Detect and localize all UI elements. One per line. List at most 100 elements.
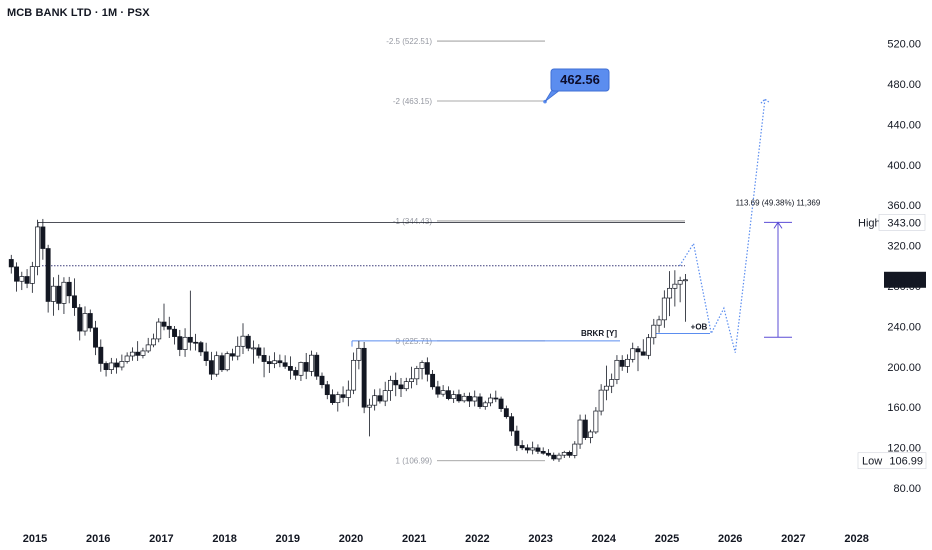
candle-body — [409, 378, 414, 382]
fibonacci-levels[interactable]: -2.5 (522.51)-2 (463.15)-1 (344.43)0 (22… — [386, 37, 685, 466]
x-tick-label: 2021 — [402, 533, 426, 545]
candle-body — [535, 447, 541, 452]
candle-body — [293, 370, 299, 376]
candle-body — [577, 419, 583, 445]
candle-body — [124, 355, 130, 362]
candle-body — [656, 319, 662, 326]
x-tick-label: 2019 — [276, 533, 300, 545]
candle-body — [456, 394, 462, 402]
x-tick-label: 2027 — [781, 533, 805, 545]
candle-body — [77, 307, 83, 332]
x-tick-label: 2024 — [592, 533, 617, 545]
x-tick-label: 2020 — [339, 533, 363, 545]
candle-body — [177, 336, 183, 350]
candle-body — [551, 454, 557, 460]
projection-path — [679, 99, 766, 353]
candle-body — [172, 328, 177, 337]
current-price-box — [884, 271, 926, 288]
candle-body — [19, 276, 25, 282]
candle-body — [561, 451, 567, 456]
candle-body — [340, 394, 346, 398]
candle-body — [103, 363, 109, 370]
x-axis[interactable]: 2015 2016 2017 2018 2019 2020 2021 2022 2023 2024… — [23, 533, 869, 545]
candle-body — [414, 368, 420, 380]
candle-body — [35, 226, 41, 267]
candle-body — [482, 402, 488, 407]
candle-body — [625, 358, 630, 367]
candle-body — [356, 347, 362, 361]
candle-body — [440, 390, 446, 395]
candle-body — [682, 279, 688, 282]
candle-body — [203, 351, 209, 361]
candle-body — [151, 338, 156, 346]
candle-body — [314, 354, 320, 377]
x-tick-label: 2015 — [23, 533, 47, 545]
candle-body — [588, 431, 594, 438]
candle-body — [240, 335, 246, 347]
x-tick-label: 2023 — [528, 533, 552, 545]
measure-arrow — [773, 221, 783, 229]
y-axis[interactable]: 80.00120.00160.00200.00240.00280.00320.0… — [857, 39, 927, 495]
candle-body — [256, 347, 262, 356]
candle-body — [646, 337, 651, 356]
candle-body — [503, 408, 509, 418]
candle-body — [398, 384, 404, 390]
candle-body — [498, 398, 504, 409]
candle-body — [245, 335, 251, 349]
candle-body — [530, 447, 536, 451]
candles — [8, 218, 688, 462]
candle-body — [488, 397, 493, 404]
high-value: 343.00 — [887, 217, 921, 229]
x-tick-label: 2025 — [655, 533, 679, 545]
candle-body — [198, 342, 204, 353]
y-tick-label: 400.00 — [887, 160, 921, 172]
candle-body — [108, 362, 114, 370]
candle-body — [403, 381, 409, 390]
y-tick-label: 240.00 — [887, 321, 921, 333]
candle-body — [219, 355, 225, 371]
key-levels[interactable] — [37, 221, 710, 347]
candle-body — [582, 419, 588, 438]
fib-level-label: -2 (463.15) — [393, 97, 432, 106]
candle-body — [261, 355, 267, 362]
candle-body — [93, 327, 98, 348]
candle-body — [214, 355, 220, 375]
candle-body — [156, 321, 162, 340]
candle-body — [351, 359, 357, 391]
annotations: 113.69 (49.38%) 11,369 BRKR [Y] +OB 462.56 — [543, 68, 821, 338]
y-tick-label: 520.00 — [887, 39, 921, 51]
candle-body — [640, 351, 646, 356]
candle-body — [377, 395, 383, 402]
candle-body — [129, 351, 135, 357]
high-label: High — [858, 217, 881, 229]
candle-body — [161, 321, 167, 327]
x-tick-label: 2018 — [212, 533, 236, 545]
candle-body — [419, 362, 425, 369]
candle-body — [609, 379, 615, 387]
candle-body — [372, 395, 378, 406]
candle-body — [72, 295, 77, 308]
candle-body — [524, 447, 530, 451]
candle-body — [451, 394, 457, 399]
y-tick-label: 320.00 — [887, 241, 921, 253]
candle-body — [298, 362, 304, 376]
target-pointer — [544, 89, 562, 102]
candle-body — [140, 350, 146, 356]
y-tick-label: 160.00 — [887, 402, 921, 414]
candle-body — [556, 454, 562, 460]
candle-body — [546, 452, 551, 456]
candle-body — [87, 313, 93, 329]
order-block-label: +OB — [691, 322, 708, 331]
candle-body — [208, 360, 214, 375]
x-tick-label: 2017 — [149, 533, 173, 545]
candle-body — [672, 283, 678, 289]
candle-body — [598, 389, 604, 412]
candle-body — [345, 389, 351, 398]
candle-body — [630, 348, 636, 360]
y-tick-label: 480.00 — [887, 79, 921, 91]
candle-body — [393, 379, 399, 386]
candle-body — [619, 359, 625, 367]
candle-body — [519, 445, 525, 449]
candle-body — [29, 266, 35, 284]
